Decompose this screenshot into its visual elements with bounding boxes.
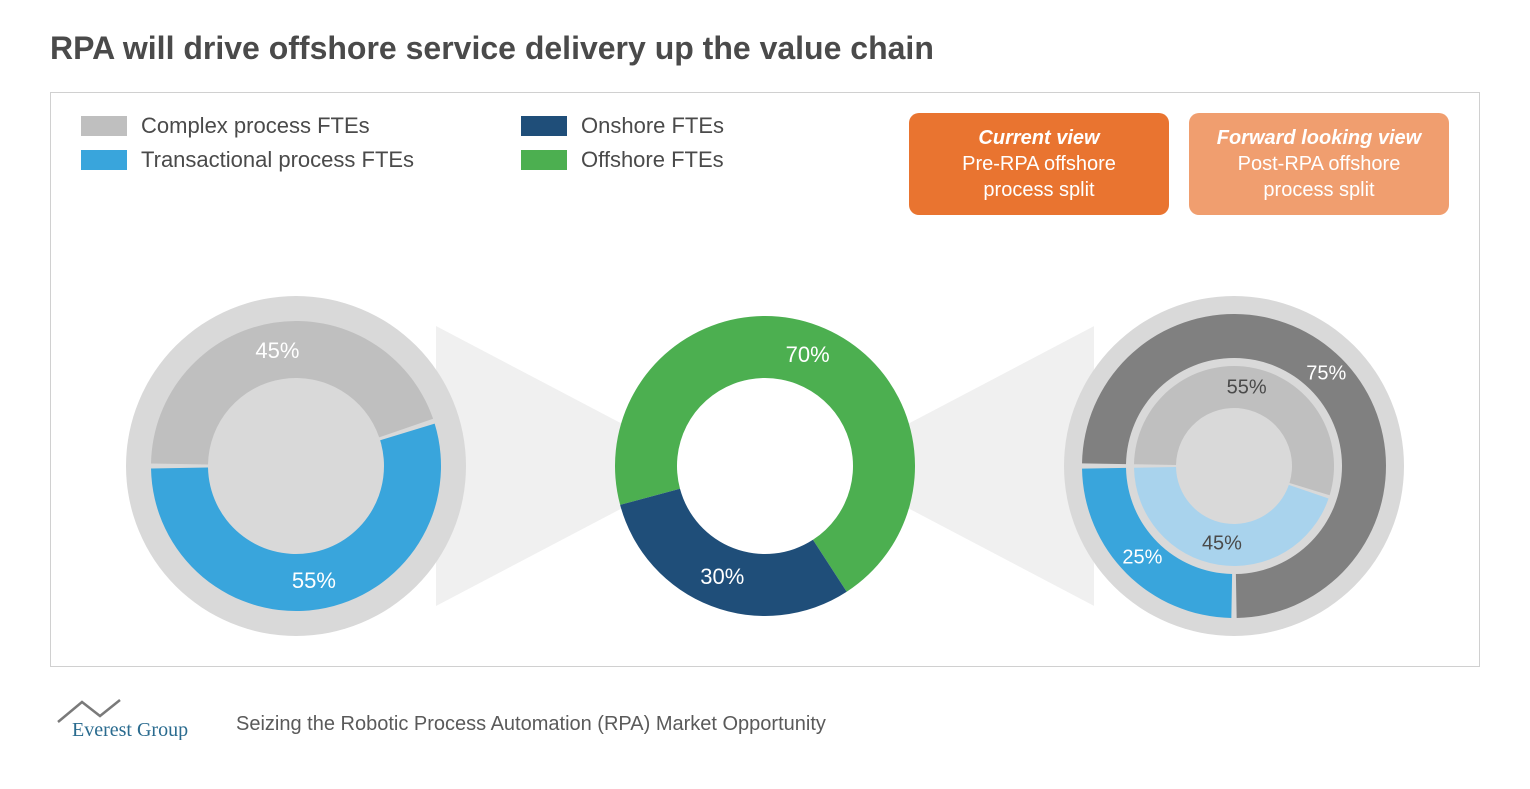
legend-swatch (81, 150, 127, 170)
view-badge: Forward looking view Post-RPA offshore pr… (1189, 113, 1449, 215)
legend-label: Complex process FTEs (141, 113, 370, 139)
legend-swatch (521, 116, 567, 136)
slice-label: 70% (786, 342, 830, 368)
logo-everest-group: Everest Group (50, 692, 220, 740)
legend-label: Onshore FTEs (581, 113, 724, 139)
legend-shore: Onshore FTEs Offshore FTEs (521, 113, 821, 173)
badge-subtitle: Post-RPA offshore process split (1238, 153, 1401, 201)
slice-label: 45% (255, 338, 299, 364)
legend-label: Transactional process FTEs (141, 147, 414, 173)
slice-label: 25% (1122, 546, 1162, 569)
connector-left (436, 296, 645, 636)
footer: Everest Group Seizing the Robotic Proces… (50, 692, 1480, 740)
legend-item: Offshore FTEs (521, 147, 821, 173)
main-panel: Complex process FTEs Transactional proces… (50, 92, 1480, 667)
connector-right (885, 296, 1094, 636)
legend-item: Onshore FTEs (521, 113, 821, 139)
badge-title: Forward looking view (1217, 127, 1421, 149)
slice-label: 45% (1202, 533, 1242, 556)
slice-label: 30% (700, 564, 744, 590)
donut-slice (620, 489, 847, 616)
legend-item: Complex process FTEs (81, 113, 501, 139)
badge-subtitle: Pre-RPA offshore process split (962, 153, 1116, 201)
charts-row: 45% 55% 70% 30% 75% 25% 55% 45% (51, 296, 1479, 636)
footer-caption: Seizing the Robotic Process Automation (… (236, 713, 826, 736)
legend-swatch (521, 150, 567, 170)
page-title: RPA will drive offshore service delivery… (50, 30, 1480, 67)
slice-label: 75% (1306, 363, 1346, 386)
badge-title: Current view (978, 127, 1099, 149)
slice-label: 55% (1227, 376, 1267, 399)
chart-current-view: 45% 55% (126, 296, 466, 636)
view-badges: Current view Pre-RPA offshore process spl… (909, 113, 1449, 215)
header-row: Complex process FTEs Transactional proces… (81, 113, 1449, 215)
legend-process: Complex process FTEs Transactional proces… (81, 113, 501, 173)
logo-text: Everest Group (72, 719, 188, 740)
legend-item: Transactional process FTEs (81, 147, 501, 173)
chart-forward-view: 75% 25% 55% 45% (1064, 296, 1404, 636)
chart-onshore-offshore: 70% 30% (615, 316, 915, 616)
legend-swatch (81, 116, 127, 136)
view-badge: Current view Pre-RPA offshore process spl… (909, 113, 1169, 215)
slice-label: 55% (292, 568, 336, 594)
legend-label: Offshore FTEs (581, 147, 724, 173)
